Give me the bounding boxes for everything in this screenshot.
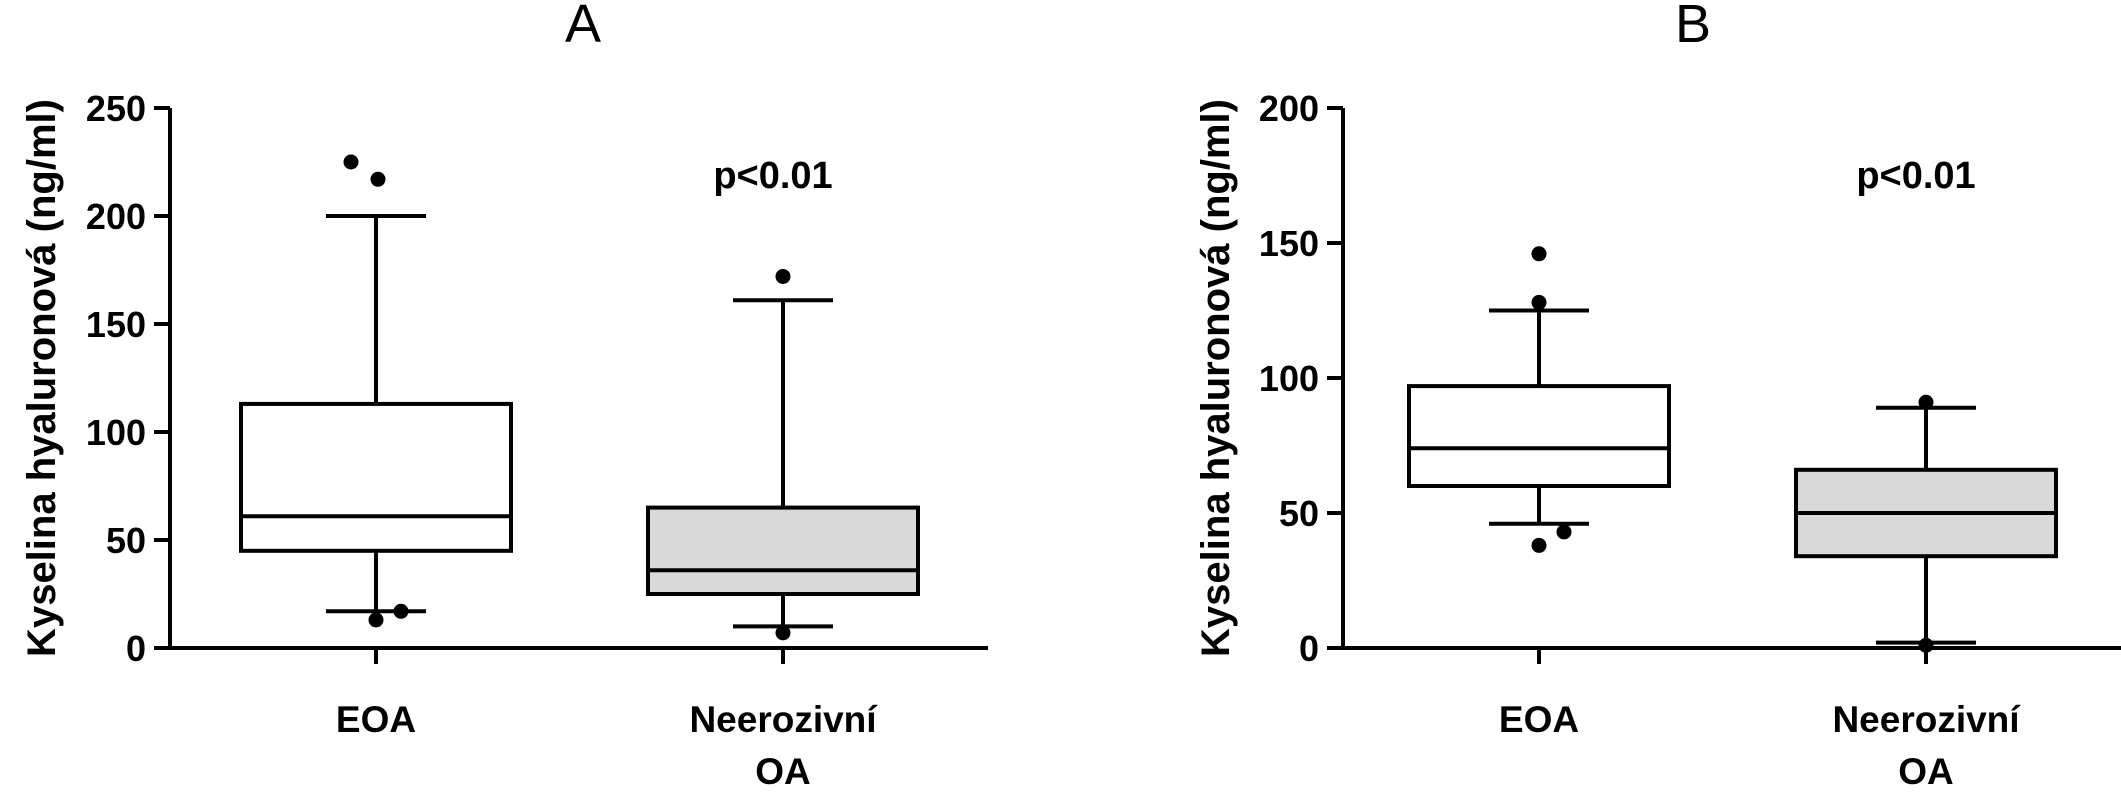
- significance-annotation: p<0.01: [1856, 155, 1975, 197]
- outlier-point: [1918, 637, 1934, 653]
- outlier-point: [1531, 537, 1547, 553]
- outlier-point: [1531, 246, 1547, 262]
- box-group-eoa: EOA: [239, 154, 513, 740]
- y-tick-label: 0: [126, 628, 146, 669]
- panel-title: A: [565, 0, 601, 54]
- panel-title: B: [1675, 0, 1711, 54]
- x-category-label: Neerozivní OA: [1832, 699, 2021, 792]
- x-category-label: EOA: [1499, 699, 1579, 740]
- y-tick-label: 100: [1259, 358, 1319, 399]
- outlier-point: [1556, 524, 1572, 540]
- y-tick-label: 250: [86, 88, 146, 129]
- outlier-point: [393, 603, 409, 619]
- panel-a: A Kyselina hyaluronová (ng/ml) 0 50 100 150 20…: [20, 0, 988, 792]
- box-group-neerozivni-oa: Neerozivní OA: [1794, 394, 2058, 792]
- y-tick-label: 0: [1299, 628, 1319, 669]
- y-tick-label: 200: [1259, 88, 1319, 129]
- y-tick-label: 150: [1259, 223, 1319, 264]
- y-tick-label: 150: [86, 304, 146, 345]
- y-tick-label: 50: [1279, 493, 1319, 534]
- y-tick-label: 100: [86, 412, 146, 453]
- y-axis-label: Kyselina hyaluronová (ng/ml): [1194, 99, 1238, 657]
- outlier-point: [343, 154, 359, 170]
- outlier-point: [1531, 294, 1547, 310]
- outlier-point: [1918, 394, 1934, 410]
- x-category-label: Neerozivní OA: [689, 699, 878, 792]
- significance-annotation: p<0.01: [713, 155, 832, 197]
- outlier-point: [775, 625, 791, 641]
- box-iqr: [239, 401, 513, 553]
- outlier-point: [370, 171, 386, 187]
- box-iqr: [1407, 384, 1671, 489]
- y-axis-label: Kyselina hyaluronová (ng/ml): [20, 99, 64, 657]
- outlier-point: [775, 268, 791, 284]
- x-category-label: EOA: [336, 699, 416, 740]
- y-tick-label: 200: [86, 196, 146, 237]
- outlier-point: [368, 612, 384, 628]
- box-group-neerozivni-oa: Neerozivní OA: [646, 268, 920, 792]
- panel-b: B Kyselina hyaluronová (ng/ml) 0 50 100 150 20…: [1194, 0, 2121, 792]
- box-iqr: [646, 505, 920, 597]
- box-group-eoa: EOA: [1407, 246, 1671, 740]
- y-tick-label: 50: [106, 520, 146, 561]
